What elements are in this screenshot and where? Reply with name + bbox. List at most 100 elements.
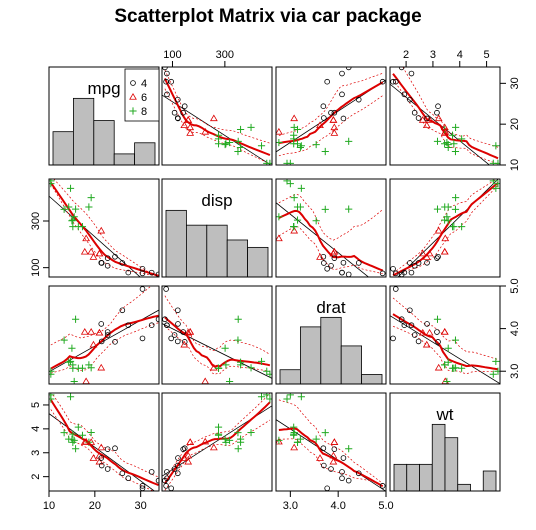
data-point-wt-vs-drat-3 bbox=[290, 443, 299, 451]
data-point-drat-vs-mpg-25 bbox=[125, 322, 132, 329]
data-point-disp-vs-wt-28 bbox=[433, 205, 442, 213]
data-point-wt-vs-mpg-7 bbox=[112, 445, 118, 452]
data-point-drat-vs-disp-19 bbox=[162, 316, 168, 323]
histogram-bar-wt-5 bbox=[457, 483, 471, 492]
y-tick-label-left-disp-1: 300 bbox=[30, 212, 42, 230]
data-point-disp-vs-wt-29 bbox=[422, 253, 431, 260]
points-wt-vs-disp bbox=[162, 393, 272, 491]
data-point-drat-vs-mpg-22 bbox=[69, 361, 77, 369]
histogram-bar-disp-3 bbox=[226, 239, 248, 278]
data-point-wt-vs-drat-8 bbox=[331, 446, 338, 452]
data-point-wt-vs-drat-17 bbox=[339, 469, 345, 475]
spread-upper-wt-vs-mpg bbox=[51, 393, 159, 478]
smooth-line-disp-vs-wt bbox=[392, 182, 499, 277]
data-point-disp-vs-wt-10 bbox=[440, 247, 449, 255]
data-point-disp-vs-drat-10 bbox=[330, 247, 339, 255]
panel-frame-drat-drat bbox=[275, 285, 387, 385]
data-point-wt-vs-drat-19 bbox=[345, 477, 352, 484]
data-point-mpg-vs-wt-3 bbox=[434, 114, 443, 122]
data-point-drat-vs-mpg-8 bbox=[104, 329, 111, 335]
legend-marker-6 bbox=[129, 93, 137, 100]
data-point-disp-vs-mpg-13 bbox=[69, 223, 77, 231]
legend-label-8: 8 bbox=[141, 106, 147, 118]
data-point-wt-vs-mpg-2 bbox=[104, 466, 111, 472]
data-point-disp-vs-wt-7 bbox=[435, 253, 441, 260]
fit-lines-drat-vs-wt bbox=[390, 297, 500, 384]
y-tick-label-right-drat-2: 5.0 bbox=[509, 278, 521, 293]
smooth-line-drat-vs-wt bbox=[392, 313, 499, 371]
data-point-mpg-vs-drat-10 bbox=[330, 129, 339, 136]
data-point-mpg-vs-drat-17 bbox=[339, 70, 345, 77]
data-point-drat-vs-disp-24 bbox=[247, 364, 255, 372]
regression-line-drat-vs-disp bbox=[162, 323, 272, 379]
data-point-disp-vs-wt-9 bbox=[440, 247, 449, 255]
data-point-mpg-vs-wt-27 bbox=[390, 78, 396, 85]
data-point-disp-vs-mpg-21 bbox=[70, 213, 78, 221]
data-point-mpg-vs-disp-12 bbox=[214, 131, 223, 139]
data-point-disp-vs-mpg-6 bbox=[65, 203, 73, 211]
data-point-mpg-vs-wt-16 bbox=[492, 142, 500, 150]
data-point-drat-vs-wt-20 bbox=[415, 338, 422, 345]
data-point-drat-vs-mpg-1 bbox=[95, 328, 104, 336]
data-point-mpg-vs-disp-2 bbox=[171, 109, 178, 116]
data-point-mpg-vs-drat-8 bbox=[331, 109, 338, 116]
x-tick-label-top-wt-3: 5 bbox=[484, 49, 490, 61]
data-point-mpg-vs-drat-26 bbox=[355, 96, 362, 103]
data-point-mpg-vs-drat-29 bbox=[316, 121, 324, 129]
histogram-bar-drat-3 bbox=[340, 345, 363, 385]
spread-upper-wt-vs-disp bbox=[164, 393, 271, 480]
data-point-wt-vs-drat-10 bbox=[330, 438, 339, 445]
data-point-wt-vs-disp-22 bbox=[222, 438, 230, 446]
data-point-disp-vs-wt-13 bbox=[450, 223, 458, 231]
histogram-bar-mpg-4 bbox=[134, 142, 156, 166]
data-point-mpg-vs-drat-12 bbox=[290, 131, 298, 139]
data-point-disp-vs-wt-2 bbox=[411, 262, 418, 269]
data-point-drat-vs-disp-8 bbox=[180, 329, 186, 335]
data-point-drat-vs-wt-14 bbox=[489, 370, 497, 378]
data-point-mpg-vs-disp-10 bbox=[186, 129, 195, 136]
data-point-mpg-vs-disp-1 bbox=[184, 116, 193, 123]
spread-upper-drat-vs-disp bbox=[164, 295, 271, 355]
data-point-wt-vs-disp-23 bbox=[234, 429, 242, 437]
panel-drat-vs-mpg bbox=[48, 285, 160, 385]
x-tick-label-bottom-mpg-2: 30 bbox=[135, 500, 147, 512]
data-point-disp-vs-mpg-10 bbox=[80, 247, 89, 255]
data-point-drat-vs-disp-16 bbox=[257, 357, 266, 366]
data-point-disp-vs-drat-8 bbox=[331, 255, 338, 261]
data-point-disp-vs-wt-25 bbox=[401, 269, 408, 276]
data-point-drat-vs-wt-18 bbox=[392, 286, 399, 292]
data-point-mpg-vs-wt-26 bbox=[407, 96, 413, 103]
data-point-drat-vs-disp-23 bbox=[234, 336, 242, 344]
data-point-wt-vs-mpg-28 bbox=[71, 445, 80, 453]
data-point-drat-vs-mpg-7 bbox=[112, 339, 118, 345]
data-point-mpg-vs-disp-7 bbox=[181, 103, 188, 109]
fit-lines-drat-vs-disp bbox=[162, 295, 272, 379]
data-point-disp-vs-wt-30 bbox=[444, 217, 452, 225]
data-point-drat-vs-wt-17 bbox=[408, 322, 415, 329]
data-point-disp-vs-drat-25 bbox=[339, 269, 345, 276]
data-point-wt-vs-drat-25 bbox=[339, 475, 345, 482]
data-point-wt-vs-disp-24 bbox=[247, 428, 255, 437]
data-point-drat-vs-mpg-27 bbox=[139, 335, 146, 342]
data-point-disp-vs-wt-20 bbox=[415, 260, 422, 266]
panel-disp-vs-wt bbox=[389, 178, 501, 278]
fit-lines-mpg-vs-disp bbox=[162, 69, 272, 165]
data-point-disp-vs-wt-11 bbox=[458, 223, 466, 231]
histogram-bar-mpg-1 bbox=[73, 97, 95, 166]
panel-frame-mpg-disp bbox=[161, 66, 273, 166]
data-point-wt-vs-disp-29 bbox=[180, 454, 189, 461]
data-point-disp-vs-mpg-25 bbox=[125, 269, 132, 276]
data-point-wt-vs-disp-31 bbox=[175, 455, 181, 461]
data-point-mpg-vs-wt-8 bbox=[434, 109, 440, 116]
x-tick-label-top-disp-1: 300 bbox=[216, 49, 234, 61]
data-point-wt-vs-disp-6 bbox=[236, 435, 245, 443]
x-tick-label-top-wt-1: 3 bbox=[430, 49, 436, 61]
panel-frame-drat-mpg bbox=[48, 285, 160, 385]
data-point-drat-vs-wt-8 bbox=[434, 329, 440, 335]
data-point-wt-vs-disp-27 bbox=[168, 485, 174, 491]
data-point-drat-vs-mpg-29 bbox=[89, 340, 98, 348]
data-point-drat-vs-wt-27 bbox=[390, 335, 396, 342]
data-point-mpg-vs-wt-25 bbox=[401, 91, 408, 98]
data-point-wt-vs-mpg-9 bbox=[87, 438, 96, 445]
data-point-drat-vs-disp-6 bbox=[236, 358, 245, 366]
